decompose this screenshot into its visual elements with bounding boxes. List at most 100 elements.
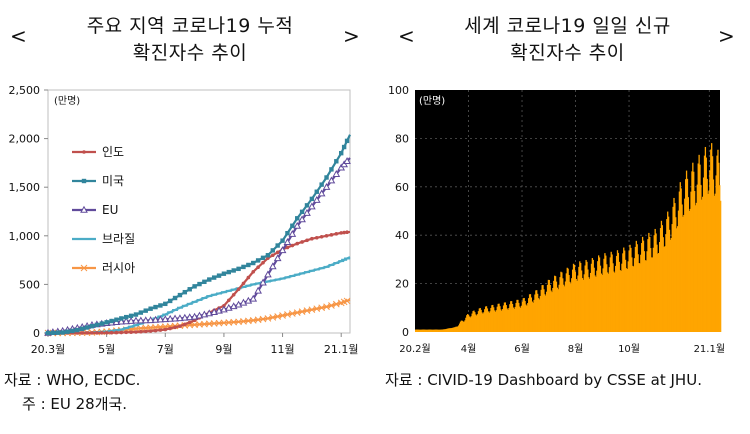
daily-bar <box>492 304 494 332</box>
legend-entry-4: 러시아 <box>72 261 135 275</box>
daily-bar <box>609 257 611 332</box>
daily-bar <box>611 254 613 332</box>
daily-bar <box>481 312 483 332</box>
daily-bar <box>416 329 419 332</box>
data-point <box>254 316 262 324</box>
daily-bar <box>561 272 563 332</box>
next-chart-arrow[interactable]: > <box>343 24 360 48</box>
daily-bar <box>564 281 567 332</box>
data-point <box>323 303 330 311</box>
daily-bar <box>590 263 593 332</box>
data-point <box>210 320 218 327</box>
daily-bar <box>620 270 622 332</box>
daily-bar <box>716 155 718 332</box>
data-point <box>114 330 119 335</box>
daily-bar <box>623 247 625 332</box>
daily-bar <box>417 329 419 332</box>
daily-bar <box>602 268 604 332</box>
daily-bar <box>501 310 503 332</box>
daily-bar <box>439 329 441 332</box>
data-point <box>171 314 179 322</box>
daily-bar <box>567 268 569 332</box>
daily-bar <box>463 321 465 332</box>
daily-bar <box>582 279 585 332</box>
data-point <box>303 208 311 216</box>
daily-bar <box>682 216 684 332</box>
daily-bar <box>606 264 608 332</box>
next-chart-arrow-right[interactable]: > <box>718 24 735 48</box>
data-point <box>255 258 261 263</box>
daily-bar <box>524 300 526 332</box>
daily-bar <box>622 253 624 332</box>
daily-bar <box>670 238 672 332</box>
daily-bar <box>473 310 475 332</box>
daily-new-cases-area-chart: 0 20 40 60 80 100 20.2월 4월 6월 8월 10월 21.1월 (만명) <box>388 84 725 355</box>
data-point <box>146 316 155 324</box>
prev-chart-arrow-right[interactable]: < <box>398 24 415 48</box>
data-point <box>290 243 295 248</box>
daily-bar <box>427 329 429 332</box>
daily-bar <box>693 171 695 332</box>
daily-bar <box>449 328 452 332</box>
data-point <box>137 324 145 332</box>
daily-bar <box>464 320 466 332</box>
daily-bar <box>521 301 524 332</box>
data-point <box>319 182 324 187</box>
data-point <box>163 327 168 332</box>
legend-label: EU <box>102 203 118 217</box>
data-point <box>158 303 163 308</box>
daily-bar <box>477 311 480 332</box>
daily-bar <box>419 329 421 332</box>
data-point <box>207 277 212 282</box>
data-point <box>256 265 260 270</box>
daily-bar <box>537 298 540 332</box>
daily-bar <box>578 266 580 332</box>
daily-bar <box>599 265 602 332</box>
daily-bar <box>674 203 676 332</box>
data-point <box>183 322 187 327</box>
data-point <box>265 253 271 258</box>
data-point <box>328 302 335 309</box>
right-chart-title: 세계 코로나19 일일 신규 확진자수 추이 <box>430 13 705 67</box>
prev-chart-arrow[interactable]: < <box>10 24 27 48</box>
data-point <box>309 196 315 202</box>
daily-bar <box>717 149 719 332</box>
daily-bar <box>632 266 635 332</box>
data-point <box>274 313 282 320</box>
x-tick-label: 20.3월 <box>31 343 66 356</box>
data-point <box>310 236 314 241</box>
right-title-line1: 세계 코로나19 일일 신규 <box>464 15 671 37</box>
y-tick-label: 2,500 <box>9 84 41 97</box>
daily-bar <box>551 292 553 332</box>
data-point <box>153 304 158 310</box>
y-tick-label: 2,000 <box>9 133 41 146</box>
daily-bar <box>577 275 579 332</box>
daily-bar <box>487 311 489 332</box>
daily-bar <box>571 269 574 332</box>
daily-bar <box>527 303 529 332</box>
daily-bar <box>428 329 430 332</box>
y-tick-label: 80 <box>395 132 409 145</box>
data-point <box>273 254 282 262</box>
data-point <box>329 167 334 172</box>
daily-bar <box>708 190 710 332</box>
daily-bar <box>610 251 612 332</box>
x-tick-label: 21.1월 <box>324 343 359 356</box>
daily-bar <box>476 315 478 332</box>
data-point <box>305 238 309 243</box>
daily-bar <box>469 317 472 332</box>
daily-bar <box>420 329 422 332</box>
daily-bar <box>655 233 657 332</box>
data-point <box>80 205 88 213</box>
daily-bar <box>665 234 667 332</box>
daily-bar <box>626 269 629 332</box>
data-point <box>334 232 339 236</box>
data-point <box>337 163 346 171</box>
daily-bar <box>448 328 450 332</box>
daily-bar <box>709 170 711 332</box>
data-point <box>278 246 287 254</box>
daily-bar <box>510 301 512 332</box>
data-point <box>318 304 326 312</box>
daily-bar <box>648 232 650 332</box>
daily-bar <box>511 303 514 332</box>
